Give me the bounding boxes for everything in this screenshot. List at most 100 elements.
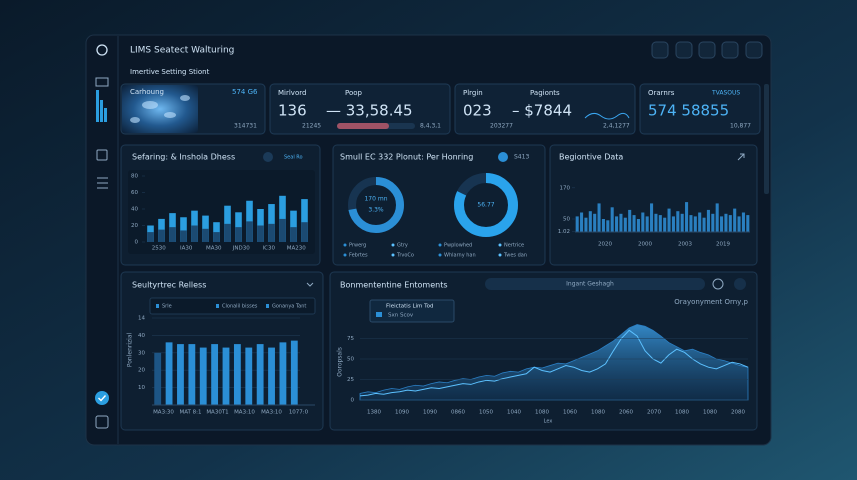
legend-dot [391,243,395,247]
x-tick-label: 0860 [451,410,465,416]
bar [645,216,649,232]
bar [279,218,286,242]
x-tick-label: 2019 [716,242,730,248]
kpi-value: — 33,58.45 [326,102,413,120]
header-button[interactable] [721,41,739,59]
bar [728,215,732,232]
y-tick-label: 40 [131,207,138,213]
check-icon[interactable] [95,391,109,405]
list-icon[interactable] [97,177,108,189]
bar [658,215,662,232]
bar [741,212,745,232]
header-icons [651,41,763,59]
y-tick-label: 40 [138,333,145,339]
legend-swatch [156,304,159,308]
kpi-footer: 21245 [302,123,321,130]
x-tick-label: 1080 [535,410,549,416]
panel-icon[interactable] [263,152,273,162]
legend-swatch [216,304,219,308]
legend-dot [438,243,442,247]
kpi-value: – $7844 [512,102,572,120]
logo-icon[interactable] [96,44,108,56]
bar [733,208,737,232]
x-tick-label: MA230 [287,246,307,252]
legend-dot [438,253,442,257]
bar [202,228,209,242]
kpi-label: Mirlvord [278,89,306,97]
y-tick-label: 50 [563,217,570,223]
bar [676,211,680,232]
y-tick-label: 75 [347,336,354,342]
bar [246,221,253,242]
legend-label: Pwplowhed [444,243,472,249]
x-tick-label: 1090 [395,410,409,416]
chart-area [128,170,315,254]
kpi-card[interactable] [454,83,636,135]
bar [268,223,275,242]
image-detail [130,95,190,123]
bar [711,213,715,232]
legend-label: Srle [162,304,172,310]
kpi-card[interactable] [269,83,451,135]
y-tick-label: 25 [347,377,354,383]
legend-label: Gonanya Tant [272,304,306,310]
bar [213,232,220,242]
bar [268,347,275,405]
panel-badge: Seal Ro [284,155,303,161]
bar [715,203,719,232]
x-tick-label: IC30 [263,246,276,252]
donut-label: 56.77 [477,202,494,209]
bar [180,217,187,242]
legend-label: Febrtes [349,253,368,259]
tooltip-swatch [376,312,382,317]
y-tick-label: 60 [131,190,138,196]
bar [610,207,614,232]
calendar-icon[interactable] [96,149,108,161]
x-tick-label: MA30T1 [206,410,228,416]
panel-icon[interactable] [498,152,508,162]
bar [224,223,231,242]
x-tick-label: 2000 [638,242,652,248]
bar [619,213,623,232]
settings-icon[interactable] [95,415,109,429]
chevron-icon[interactable] [306,282,314,287]
y-tick-label: 50 [347,357,354,363]
x-tick-label: 2020 [598,242,612,248]
bar [191,225,198,242]
x-tick-label: 1077:0 [289,410,309,416]
expand-icon[interactable] [737,153,745,161]
legend-label: Clonalil bisses [222,304,258,310]
kpi-card[interactable] [639,83,761,135]
chart-legend: Orayonyment Orny,p [674,298,748,306]
legend-dot [498,243,502,247]
bar [188,344,196,405]
x-tick-label: MAT 8:1 [179,410,201,416]
kpi-label: Carhoung [130,88,164,96]
header-button[interactable] [651,41,669,59]
y-tick-label: 0 [135,240,139,246]
tooltip-text: Fleictatis Lim Tod [386,304,433,310]
bar [650,203,654,232]
header-button[interactable] [698,41,716,59]
kpi-footer: 203277 [490,123,513,130]
bar [256,344,264,405]
area-chart [359,324,749,401]
x-axis-label: Lex [544,419,553,425]
bar [222,347,230,405]
check-mark [98,395,107,402]
bar [301,199,308,242]
kpi-badge: TVASOUS [711,90,740,97]
scrollbar[interactable] [764,84,769,194]
bar [147,232,154,242]
search-icon[interactable] [734,278,746,290]
bar [233,344,241,405]
refresh-icon[interactable] [712,278,724,290]
header-button[interactable] [745,41,763,59]
bar [746,215,750,232]
chart-nav-icon[interactable] [95,77,109,122]
bar [154,352,162,405]
bar [211,344,219,405]
header-button[interactable] [675,41,693,59]
search-bar[interactable] [485,278,705,290]
kpi-value: 574 G6 [232,88,258,96]
